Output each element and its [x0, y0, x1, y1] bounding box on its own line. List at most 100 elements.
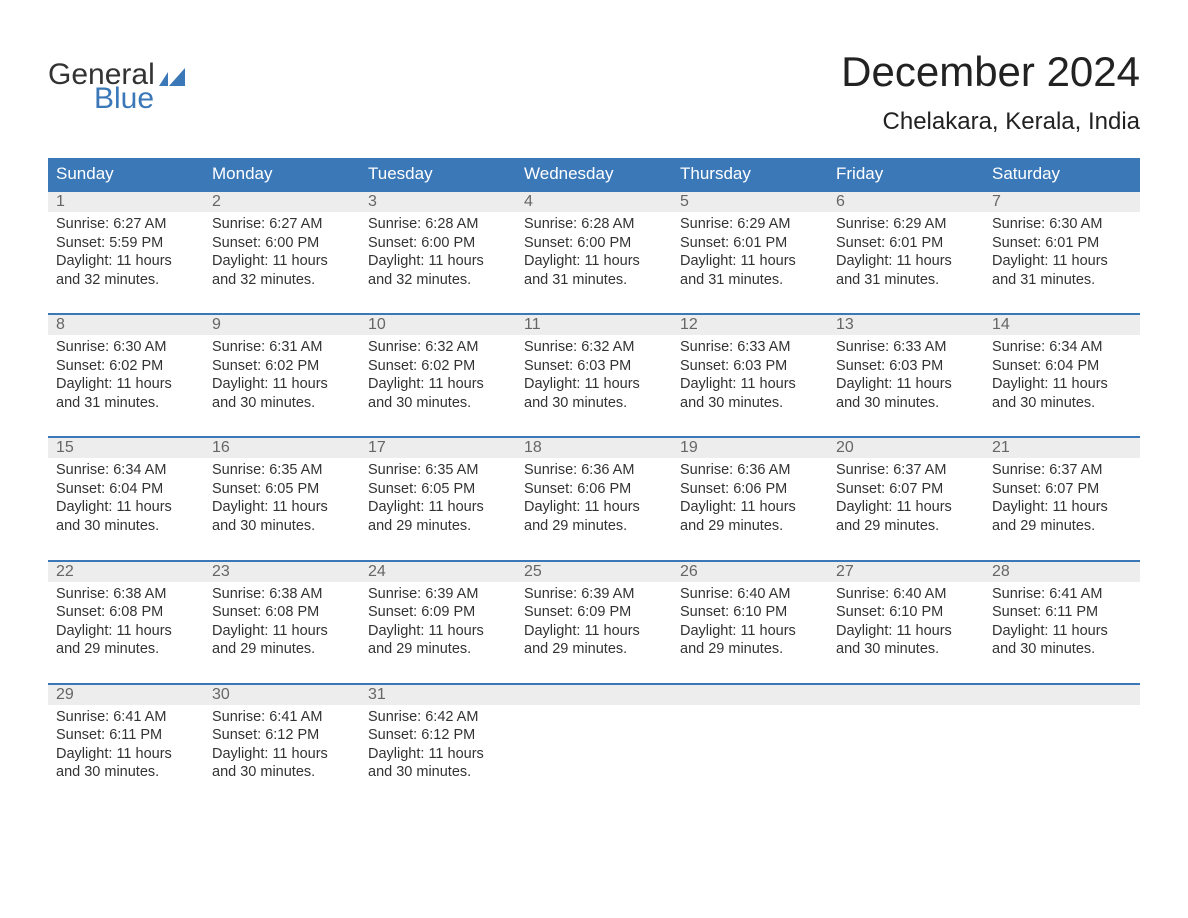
daylight2-text: and 29 minutes. — [368, 640, 508, 659]
daylight1-text: Daylight: 11 hours — [680, 622, 820, 641]
sunrise-text: Sunrise: 6:35 AM — [368, 461, 508, 480]
daylight1-text: Daylight: 11 hours — [524, 252, 664, 271]
sunset-text: Sunset: 5:59 PM — [56, 234, 196, 253]
sunset-text: Sunset: 6:02 PM — [56, 357, 196, 376]
daylight2-text: and 29 minutes. — [836, 517, 976, 536]
day-cell: 11Sunrise: 6:32 AMSunset: 6:03 PMDayligh… — [516, 315, 672, 418]
day-number: 16 — [212, 439, 230, 456]
daynum-row: 3 — [360, 192, 516, 212]
week-row: 15Sunrise: 6:34 AMSunset: 6:04 PMDayligh… — [48, 436, 1140, 541]
day-cell: 28Sunrise: 6:41 AMSunset: 6:11 PMDayligh… — [984, 562, 1140, 665]
day-cell: 23Sunrise: 6:38 AMSunset: 6:08 PMDayligh… — [204, 562, 360, 665]
day-number: 30 — [212, 686, 230, 703]
day-cell: 9Sunrise: 6:31 AMSunset: 6:02 PMDaylight… — [204, 315, 360, 418]
sunrise-text: Sunrise: 6:34 AM — [56, 461, 196, 480]
daylight2-text: and 30 minutes. — [836, 394, 976, 413]
daylight1-text: Daylight: 11 hours — [56, 498, 196, 517]
logo: General Blue — [48, 48, 185, 114]
sunrise-text: Sunrise: 6:33 AM — [680, 338, 820, 357]
daylight1-text: Daylight: 11 hours — [524, 375, 664, 394]
sunrise-text: Sunrise: 6:33 AM — [836, 338, 976, 357]
daynum-row: 31 — [360, 685, 516, 705]
sunset-text: Sunset: 6:07 PM — [992, 480, 1132, 499]
sunset-text: Sunset: 6:01 PM — [992, 234, 1132, 253]
daynum-row: 30 — [204, 685, 360, 705]
daylight1-text: Daylight: 11 hours — [212, 252, 352, 271]
sunrise-text: Sunrise: 6:37 AM — [992, 461, 1132, 480]
daylight2-text: and 29 minutes. — [680, 640, 820, 659]
daylight2-text: and 29 minutes. — [368, 517, 508, 536]
daylight2-text: and 30 minutes. — [56, 517, 196, 536]
sunset-text: Sunset: 6:08 PM — [56, 603, 196, 622]
daylight2-text: and 31 minutes. — [524, 271, 664, 290]
day-number: 6 — [836, 193, 845, 210]
sunset-text: Sunset: 6:05 PM — [368, 480, 508, 499]
daynum-row: 5 — [672, 192, 828, 212]
daylight2-text: and 29 minutes. — [992, 517, 1132, 536]
daylight2-text: and 30 minutes. — [212, 517, 352, 536]
day-cell: 2Sunrise: 6:27 AMSunset: 6:00 PMDaylight… — [204, 192, 360, 295]
sunrise-text: Sunrise: 6:31 AM — [212, 338, 352, 357]
sunrise-text: Sunrise: 6:38 AM — [212, 585, 352, 604]
daylight1-text: Daylight: 11 hours — [680, 498, 820, 517]
page: General Blue December 2024 Chelakara, Ke… — [0, 0, 1188, 812]
sunset-text: Sunset: 6:11 PM — [992, 603, 1132, 622]
daylight2-text: and 29 minutes. — [56, 640, 196, 659]
weekday-header-row: Sunday Monday Tuesday Wednesday Thursday… — [48, 158, 1140, 190]
sunset-text: Sunset: 6:00 PM — [524, 234, 664, 253]
day-number: 28 — [992, 563, 1010, 580]
daylight1-text: Daylight: 11 hours — [992, 375, 1132, 394]
day-cell: 30Sunrise: 6:41 AMSunset: 6:12 PMDayligh… — [204, 685, 360, 788]
day-cell: 5Sunrise: 6:29 AMSunset: 6:01 PMDaylight… — [672, 192, 828, 295]
day-number: 4 — [524, 193, 533, 210]
day-cell: 1Sunrise: 6:27 AMSunset: 5:59 PMDaylight… — [48, 192, 204, 295]
daylight1-text: Daylight: 11 hours — [992, 498, 1132, 517]
sunrise-text: Sunrise: 6:29 AM — [836, 215, 976, 234]
sunrise-text: Sunrise: 6:34 AM — [992, 338, 1132, 357]
daylight1-text: Daylight: 11 hours — [680, 252, 820, 271]
day-number: 24 — [368, 563, 386, 580]
sunrise-text: Sunrise: 6:41 AM — [56, 708, 196, 727]
day-cell: . — [828, 685, 984, 788]
day-number: 13 — [836, 316, 854, 333]
daylight2-text: and 31 minutes. — [680, 271, 820, 290]
daylight2-text: and 30 minutes. — [212, 763, 352, 782]
daynum-row: 15 — [48, 438, 204, 458]
day-number: 29 — [56, 686, 74, 703]
daylight2-text: and 32 minutes. — [56, 271, 196, 290]
daylight1-text: Daylight: 11 hours — [56, 252, 196, 271]
sunrise-text: Sunrise: 6:41 AM — [212, 708, 352, 727]
sunset-text: Sunset: 6:04 PM — [56, 480, 196, 499]
daylight1-text: Daylight: 11 hours — [368, 498, 508, 517]
daylight1-text: Daylight: 11 hours — [836, 375, 976, 394]
week-row: 22Sunrise: 6:38 AMSunset: 6:08 PMDayligh… — [48, 560, 1140, 665]
sunset-text: Sunset: 6:10 PM — [836, 603, 976, 622]
day-number: 5 — [680, 193, 689, 210]
day-cell: 19Sunrise: 6:36 AMSunset: 6:06 PMDayligh… — [672, 438, 828, 541]
sunset-text: Sunset: 6:00 PM — [212, 234, 352, 253]
daylight2-text: and 29 minutes. — [680, 517, 820, 536]
day-cell: 31Sunrise: 6:42 AMSunset: 6:12 PMDayligh… — [360, 685, 516, 788]
sunset-text: Sunset: 6:10 PM — [680, 603, 820, 622]
sunrise-text: Sunrise: 6:27 AM — [56, 215, 196, 234]
sunset-text: Sunset: 6:01 PM — [836, 234, 976, 253]
day-number: 19 — [680, 439, 698, 456]
day-cell: 24Sunrise: 6:39 AMSunset: 6:09 PMDayligh… — [360, 562, 516, 665]
sunset-text: Sunset: 6:02 PM — [212, 357, 352, 376]
day-cell: . — [984, 685, 1140, 788]
daylight1-text: Daylight: 11 hours — [212, 622, 352, 641]
day-cell: 29Sunrise: 6:41 AMSunset: 6:11 PMDayligh… — [48, 685, 204, 788]
daylight2-text: and 29 minutes. — [212, 640, 352, 659]
daynum-row: 28 — [984, 562, 1140, 582]
sunset-text: Sunset: 6:01 PM — [680, 234, 820, 253]
sunset-text: Sunset: 6:06 PM — [524, 480, 664, 499]
sunset-text: Sunset: 6:06 PM — [680, 480, 820, 499]
daylight1-text: Daylight: 11 hours — [56, 622, 196, 641]
sunrise-text: Sunrise: 6:38 AM — [56, 585, 196, 604]
daynum-row: 25 — [516, 562, 672, 582]
daylight1-text: Daylight: 11 hours — [212, 498, 352, 517]
day-cell: 22Sunrise: 6:38 AMSunset: 6:08 PMDayligh… — [48, 562, 204, 665]
daylight2-text: and 32 minutes. — [368, 271, 508, 290]
daylight1-text: Daylight: 11 hours — [524, 622, 664, 641]
daylight1-text: Daylight: 11 hours — [368, 622, 508, 641]
